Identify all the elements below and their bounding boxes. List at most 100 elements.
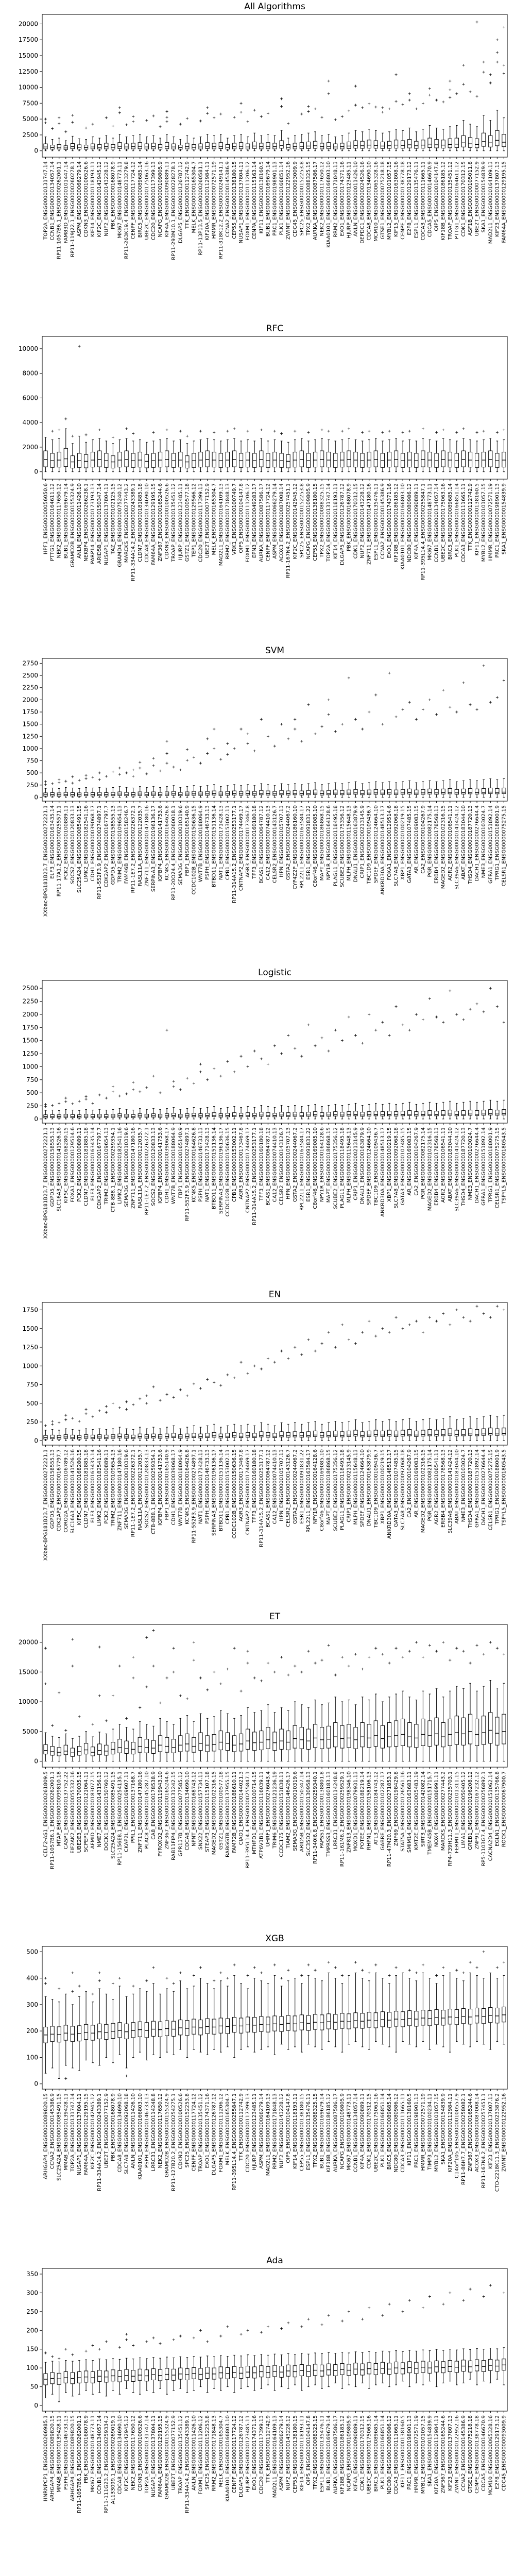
box-37	[293, 135, 297, 151]
flier	[462, 63, 465, 66]
flier	[327, 1331, 330, 1334]
box-27	[225, 430, 230, 472]
flier	[428, 698, 431, 701]
flier	[132, 1676, 135, 1680]
box-4	[70, 1971, 75, 2069]
box-28	[232, 747, 237, 798]
flier	[280, 1052, 283, 1055]
box-iqr	[131, 143, 135, 149]
y-tick-label: 4000	[22, 419, 38, 426]
flier	[415, 718, 418, 721]
flier	[314, 1969, 317, 1972]
box-iqr	[83, 1434, 89, 1439]
flier	[482, 1010, 485, 1013]
flier	[145, 1402, 148, 1405]
box-52	[393, 1966, 399, 2053]
box-iqr	[427, 1110, 432, 1116]
box-19	[171, 440, 176, 472]
x-tick-label: CEP55_ENSG00000138180.15	[299, 2093, 305, 2171]
box-iqr	[414, 789, 419, 795]
x-tick-label: IGFBP4_ENSG00000141753.6	[158, 1127, 163, 1204]
box-iqr	[448, 451, 452, 468]
y-tick-label: 7500	[22, 99, 38, 107]
flier	[44, 780, 47, 783]
x-tick-label: SCUBE2_ENSG00000175356.12	[333, 1449, 338, 1531]
box-iqr	[43, 450, 48, 467]
flier	[421, 1018, 424, 1021]
x-tick-label: C8orf46_ENSG00000169085.10	[319, 1449, 325, 1531]
box-68	[502, 1653, 506, 1761]
box-35	[279, 97, 284, 151]
box-14	[138, 760, 142, 798]
box-68	[502, 1021, 506, 1120]
x-tick-label: PSPH_ENSG00000146733.13	[205, 1449, 211, 1524]
flier	[489, 1316, 492, 1319]
box-7	[91, 1415, 95, 1441]
box-48	[367, 103, 371, 151]
x-tick-label: FAM64A_ENSG00000129195.15	[83, 2093, 89, 2175]
box-iqr	[448, 2009, 452, 2025]
box-56	[421, 427, 425, 472]
box-48	[367, 1655, 371, 1761]
flier	[415, 1319, 418, 1323]
panel-ada: Ada 0 50 100 150 200 250 300 350 HNRNPCP1_ENSG000…	[0, 2254, 515, 2576]
x-tick-label: CCNB1_ENSG00000134057.14	[50, 161, 56, 240]
flier	[300, 1353, 303, 1357]
flier	[273, 1670, 276, 1673]
flier	[327, 698, 330, 701]
x-tick-label: ELF3_ENSG00000163435.14	[90, 1127, 96, 1201]
flier	[374, 106, 377, 109]
x-tick-label: KIF23_ENSG00000137807.13	[494, 161, 500, 237]
x-tick-label: SMIM14_ENSG00000163683.11	[407, 1771, 413, 1853]
box-iqr	[340, 143, 345, 149]
x-tick-label: KIAA0101_ENSG00000166803.10	[138, 2093, 143, 2180]
box-iqr	[327, 142, 331, 149]
box-iqr	[380, 141, 385, 149]
y-tick-label: 0	[34, 2402, 38, 2409]
x-tick-label: PLAC8_ENSG00000145287.10	[144, 1771, 150, 1849]
box-49	[373, 1647, 378, 1761]
box-21	[185, 748, 190, 798]
box-29	[238, 1055, 244, 1120]
box-51	[387, 107, 392, 151]
flier	[145, 1979, 148, 1982]
box-iqr	[192, 144, 196, 149]
flier	[415, 107, 418, 110]
box-67	[495, 1005, 500, 1120]
flier	[246, 1650, 249, 1653]
x-tick-label: DEPDC1_ENSG00000024526.16	[360, 161, 366, 244]
flier	[246, 742, 249, 745]
box-iqr	[427, 1429, 432, 1436]
x-tick-label: CDCA8_ENSG00000134690.10	[184, 1771, 190, 1851]
box-9	[104, 116, 109, 151]
box-65	[482, 60, 486, 151]
x-tick-label: NAT1_ENSG00000171428.13	[218, 805, 224, 880]
box-63	[468, 439, 473, 472]
y-tick-label: 2250	[22, 998, 38, 1005]
box-15	[144, 1394, 149, 1441]
box-iqr	[293, 1725, 297, 1749]
x-tick-label: ZNF91_ENSG00000167232.12	[474, 1771, 480, 1850]
x-tick-label: CNTNAP2_ENSG00000174469.17	[238, 805, 244, 891]
flier	[233, 427, 236, 430]
box-iqr	[320, 1432, 324, 1438]
flier	[132, 1985, 135, 1988]
box-52	[393, 73, 399, 151]
x-tick-label: AGR3_ENSG00000173467.8	[238, 1449, 244, 1521]
y-tick-label: 0	[34, 1437, 38, 1444]
box-11	[117, 1406, 122, 1441]
box-65	[482, 1312, 486, 1441]
flier	[51, 782, 54, 785]
flier	[435, 1974, 438, 1977]
x-tick-label: RP11-86H7.7_ENSG00000258082.1	[461, 2093, 467, 2185]
box-53	[401, 1327, 405, 1441]
box-iqr	[50, 145, 55, 150]
box-iqr	[192, 1737, 196, 1753]
x-tick-label: CDCA8_ENSG00000134690.10	[367, 161, 372, 241]
box-54	[407, 1324, 412, 1441]
box-41	[320, 1037, 324, 1120]
x-tick-label: TPX2_ENSG00000088325.15	[306, 161, 312, 236]
x-tick-label: GPR137B_ENSG00000077585.12	[178, 1771, 183, 1856]
x-tick-label: TOP2A_ENSG00000131747.14	[43, 161, 49, 240]
box-65	[482, 1010, 486, 1120]
